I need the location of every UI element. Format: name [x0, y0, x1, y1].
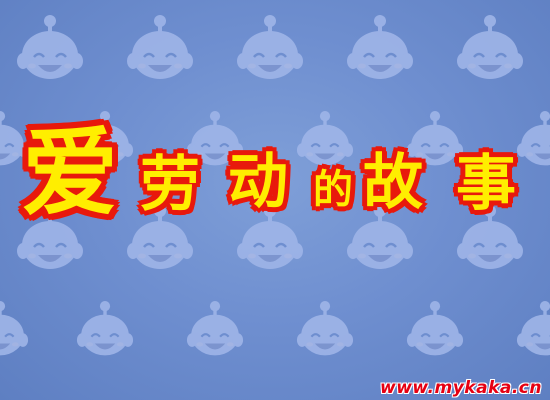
title-char-de: 的 [313, 167, 353, 213]
title-char-gu: 故 [363, 148, 423, 218]
title-char-ai: 爱 [22, 117, 118, 229]
title-char-dong: 动 [228, 147, 288, 217]
title-char-lao: 劳 [140, 150, 200, 220]
title-char-shi: 事 [456, 149, 516, 219]
website-watermark: www.mykaka.cn [380, 378, 542, 398]
